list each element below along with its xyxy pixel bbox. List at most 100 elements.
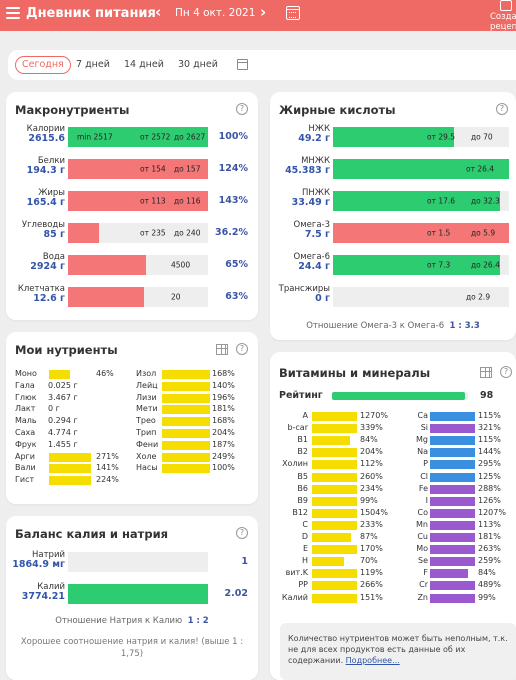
percent-value: 65% xyxy=(225,259,248,270)
calendar-icon[interactable] xyxy=(286,6,300,20)
nutrient-name: Фрук xyxy=(15,439,37,449)
fatty-acid-value: 24.4 г xyxy=(298,261,330,272)
ratio-number: 1 xyxy=(241,556,248,567)
help-icon[interactable]: ? xyxy=(236,343,248,355)
fatty-acid-bar: от 7.3 до 26.4 xyxy=(333,255,509,275)
date-range-calendar-icon[interactable] xyxy=(237,59,248,70)
mineral-value: 1864.9 мг xyxy=(12,559,65,570)
mineral-bar xyxy=(430,593,475,603)
percent-value: 124% xyxy=(218,163,248,174)
nutrient-value: 2924 г xyxy=(30,261,65,272)
nutrient-percent: 141% xyxy=(96,463,119,473)
vitamin-name: D xyxy=(301,532,308,541)
mineral-bar xyxy=(430,581,475,591)
nutrient-bar xyxy=(49,452,91,462)
vitamin-name: B12 xyxy=(292,507,308,517)
nutrient-amount: 0 г xyxy=(48,404,60,414)
range-from: от 154 xyxy=(140,164,166,174)
vitamin-percent: 151% xyxy=(360,592,383,602)
card-title: Жирные кислоты xyxy=(279,103,396,117)
tab-14-days[interactable]: 14 дней xyxy=(124,59,164,70)
percent-value: 100% xyxy=(218,131,248,142)
fatty-acid-bar: от 17.6 до 32.3 xyxy=(333,191,509,211)
fatty-acid-bar-fill xyxy=(333,223,509,243)
menu-icon[interactable] xyxy=(6,7,20,19)
mineral-percent: 115% xyxy=(478,411,501,420)
nutrient-name: Изол xyxy=(136,369,157,378)
fatty-acid-value: 45.383 г xyxy=(285,165,330,176)
help-icon[interactable]: ? xyxy=(496,103,508,115)
vitamin-name: PP xyxy=(298,580,308,590)
my-nutrients-card: Мои нутриенты ? Моно 46% Гала 0.025 г Глюк 3.… xyxy=(6,332,258,504)
vitamin-name: A xyxy=(302,411,308,420)
mineral-percent: 259% xyxy=(478,556,501,566)
nutrient-name: Арги xyxy=(15,451,35,461)
range-from: от 113 xyxy=(140,196,166,206)
mineral-percent: 144% xyxy=(478,447,501,457)
fatty-acid-label: Омега-6 24.4 г xyxy=(270,252,330,272)
prev-day-icon[interactable]: ‹ xyxy=(155,3,162,21)
nutrient-bar: от 113 до 116 xyxy=(68,191,208,211)
nutrient-amount: 1.455 г xyxy=(48,439,78,449)
fatty-acid-bar-fill xyxy=(333,255,501,275)
vitamin-bar xyxy=(312,545,357,555)
range-from: от 235 xyxy=(140,228,166,238)
rating-bar-fill xyxy=(332,392,466,400)
nutrient-value: 85 г xyxy=(43,229,66,240)
vitamin-bar xyxy=(312,460,357,470)
nutrient-percent: 249% xyxy=(212,451,235,461)
mineral-percent: 125% xyxy=(478,471,501,481)
nutrient-name: Трип xyxy=(136,428,157,437)
more-link[interactable]: Подробнее... xyxy=(345,656,400,665)
nutrient-label: Клетчатка 12.6 г xyxy=(6,284,65,304)
nutrient-bar-fill xyxy=(68,191,208,211)
card-title: Витамины и минералы xyxy=(279,366,431,380)
nutrient-bar xyxy=(162,417,210,427)
nutrient-percent: 100% xyxy=(212,463,235,473)
range-from: от 7.3 xyxy=(427,260,451,270)
fatty-acid-label: НЖК 49.2 г xyxy=(270,124,330,144)
tab-7-days[interactable]: 7 дней xyxy=(76,59,110,70)
help-icon[interactable]: ? xyxy=(236,103,248,115)
nutrient-bar: от 235 до 240 xyxy=(68,223,208,243)
nutrient-percent: 196% xyxy=(212,392,235,402)
mineral-bar xyxy=(430,545,475,555)
current-date[interactable]: Пн 4 окт. 2021 xyxy=(175,7,256,19)
nutrient-name: Саха xyxy=(15,428,36,437)
table-view-icon[interactable] xyxy=(216,344,228,355)
range-to: до 157 xyxy=(174,164,201,174)
vitamin-percent: 233% xyxy=(360,519,383,529)
mineral-percent: 99% xyxy=(478,592,496,602)
nutrient-bar xyxy=(162,405,210,415)
ratio-number: 2.02 xyxy=(224,588,248,599)
nutrient-name: Вали xyxy=(15,463,36,473)
mineral-percent: 113% xyxy=(478,519,501,529)
vitamin-name: B1 xyxy=(297,435,308,445)
fatty-acid-bar-fill xyxy=(333,127,455,147)
vitamin-percent: 70% xyxy=(360,556,378,566)
fatty-acid-value: 7.5 г xyxy=(304,229,330,240)
mineral-bar xyxy=(430,557,475,567)
nutrient-bar-fill xyxy=(68,255,147,275)
table-view-icon[interactable] xyxy=(480,367,492,378)
tab-today[interactable]: Сегодня xyxy=(15,56,71,74)
nutrient-bar-fill xyxy=(68,287,144,307)
vitamin-percent: 87% xyxy=(360,532,378,541)
create-recipe-icon[interactable] xyxy=(500,0,512,11)
next-day-icon[interactable]: › xyxy=(260,3,267,21)
mineral-bar xyxy=(430,569,468,579)
nutrient-value: 2615.6 xyxy=(28,133,65,144)
help-icon[interactable]: ? xyxy=(236,527,248,539)
nutrient-bar: 4500 xyxy=(68,255,208,275)
balance-comment: Хорошее соотношение натрия и калия! (выш… xyxy=(20,637,244,659)
help-icon[interactable]: ? xyxy=(500,366,512,378)
tab-30-days[interactable]: 30 дней xyxy=(178,59,218,70)
vitamin-name: B2 xyxy=(297,447,308,457)
nutrient-name: Вода xyxy=(42,252,65,262)
nutrient-name: Лейц xyxy=(136,380,158,390)
vitamin-percent: 260% xyxy=(360,471,383,481)
create-recipe-button[interactable]: Созда рецеп xyxy=(490,12,516,32)
nutrient-bar xyxy=(162,381,210,391)
nutrient-footnote: Количество нутриентов может быть неполны… xyxy=(280,623,516,680)
vitamin-percent: 112% xyxy=(360,459,383,469)
